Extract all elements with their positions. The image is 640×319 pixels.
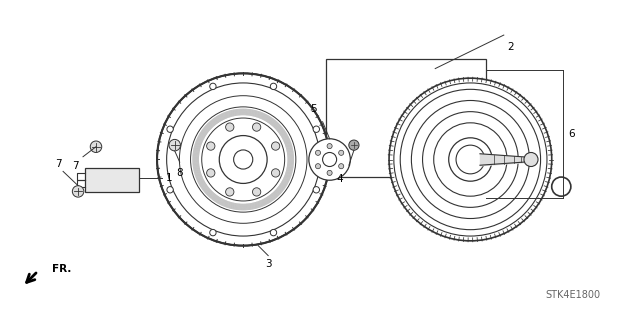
Circle shape	[524, 152, 538, 167]
Circle shape	[220, 136, 267, 183]
Circle shape	[339, 164, 344, 169]
Circle shape	[313, 126, 319, 132]
Circle shape	[339, 150, 344, 155]
Circle shape	[422, 112, 518, 207]
Circle shape	[253, 188, 260, 196]
Circle shape	[270, 229, 276, 236]
Text: 1: 1	[166, 173, 173, 183]
Circle shape	[313, 187, 319, 193]
Circle shape	[327, 170, 332, 175]
Circle shape	[207, 142, 215, 150]
Circle shape	[400, 89, 541, 230]
Circle shape	[271, 169, 280, 177]
Circle shape	[316, 150, 321, 155]
Circle shape	[271, 142, 280, 150]
Circle shape	[226, 188, 234, 196]
Circle shape	[90, 141, 102, 152]
Text: 7: 7	[55, 160, 61, 169]
Text: 6: 6	[568, 129, 575, 139]
Bar	[84, 168, 140, 192]
Circle shape	[167, 187, 173, 193]
Circle shape	[323, 152, 337, 167]
Text: STK4E1800: STK4E1800	[545, 290, 600, 300]
Circle shape	[226, 123, 234, 131]
Circle shape	[412, 100, 529, 219]
Text: 3: 3	[265, 259, 271, 269]
Circle shape	[169, 139, 180, 151]
Circle shape	[234, 150, 253, 169]
Text: 5: 5	[310, 104, 317, 114]
Circle shape	[167, 126, 173, 132]
Circle shape	[309, 139, 350, 180]
Circle shape	[210, 229, 216, 236]
Circle shape	[456, 145, 484, 174]
Circle shape	[253, 123, 260, 131]
Circle shape	[72, 186, 84, 197]
Circle shape	[327, 144, 332, 149]
Circle shape	[207, 169, 215, 177]
Circle shape	[270, 83, 276, 90]
Circle shape	[210, 83, 216, 90]
Text: 2: 2	[508, 42, 514, 52]
Text: 4: 4	[337, 174, 343, 184]
Text: 7: 7	[72, 161, 78, 171]
Circle shape	[316, 164, 321, 169]
Bar	[326, 59, 486, 177]
Circle shape	[157, 73, 330, 246]
Text: FR.: FR.	[52, 264, 72, 274]
Circle shape	[434, 123, 507, 196]
Text: 8: 8	[177, 168, 183, 178]
Circle shape	[389, 78, 552, 241]
Circle shape	[449, 138, 492, 181]
Circle shape	[349, 140, 359, 150]
